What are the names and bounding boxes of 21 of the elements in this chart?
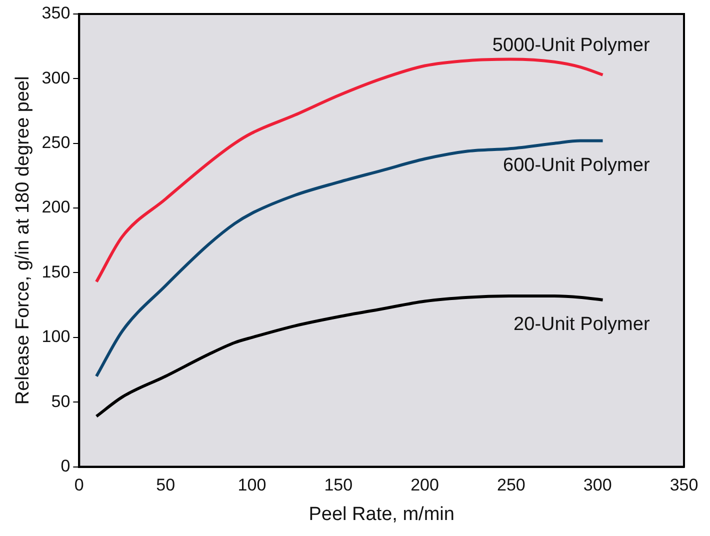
y-tick-label: 50 [51, 392, 70, 411]
x-tick-label: 100 [238, 476, 266, 495]
y-axis-title: Release Force, g/in at 180 degree peel [12, 76, 34, 405]
y-tick-label: 100 [42, 327, 70, 346]
series-label: 600-Unit Polymer [503, 154, 650, 176]
x-tick-label: 350 [670, 476, 698, 495]
x-tick-label: 300 [583, 476, 612, 495]
y-tick-label: 150 [42, 262, 70, 282]
series-label: 20-Unit Polymer [514, 314, 650, 335]
x-tick-label: 0 [74, 476, 84, 495]
x-tick-label: 50 [156, 476, 176, 495]
y-tick-label: 200 [42, 198, 70, 217]
y-tick-label: 0 [60, 456, 70, 476]
y-tick-label: 300 [42, 68, 70, 88]
series-label: 5000-Unit Polymer [492, 34, 650, 56]
x-tick-label: 250 [497, 476, 526, 495]
x-tick-label: 150 [324, 476, 353, 495]
x-tick-label: 200 [410, 476, 439, 495]
y-tick-label: 350 [42, 4, 70, 23]
x-axis-title: Peel Rate, m/min [308, 504, 454, 525]
y-tick-label: 250 [42, 133, 70, 152]
